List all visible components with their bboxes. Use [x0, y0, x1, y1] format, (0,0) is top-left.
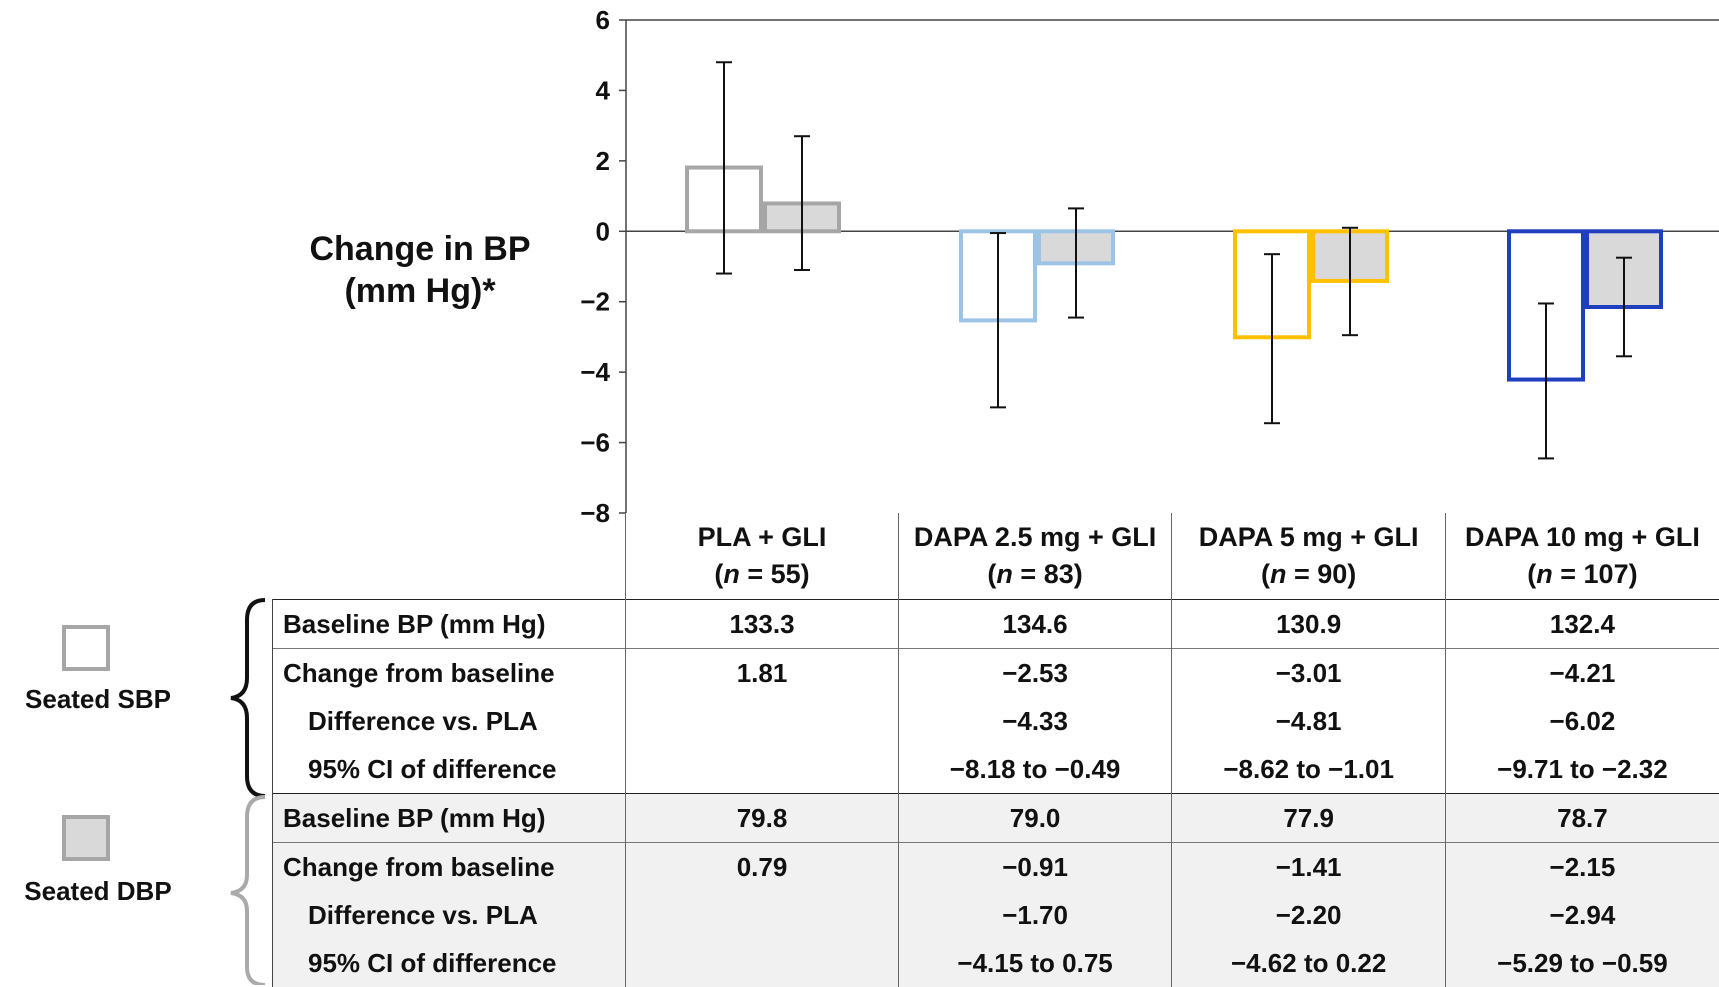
table-cell: 130.9 [1171, 599, 1446, 649]
n-value: 83 [1043, 559, 1074, 589]
table-cell: −6.02 [1444, 697, 1719, 745]
row-label: Change from baseline [271, 648, 626, 697]
table-cell: 79.0 [897, 793, 1172, 843]
row-label: Difference vs. PLA [271, 891, 626, 939]
table-cell: −8.18 to −0.49 [897, 745, 1172, 794]
table-row: Baseline BP (mm Hg) 79.8 79.0 77.9 78.7 [271, 793, 1719, 843]
row-label: Change from baseline [271, 842, 626, 891]
col-header-n: (n = 55) [714, 559, 810, 589]
y-tick-label: 0 [596, 216, 610, 246]
col-header-n: (n = 90) [1260, 559, 1357, 589]
table-cell: −3.01 [1171, 648, 1446, 697]
table-cell: −1.41 [1171, 842, 1446, 891]
table-cell [625, 745, 899, 794]
table-cell: −4.81 [1171, 697, 1446, 745]
y-tick-label: 6 [596, 5, 610, 35]
y-tick-label: −8 [580, 498, 610, 528]
n-value: 55 [770, 559, 801, 589]
y-tick-label: 2 [596, 146, 610, 176]
row-label: Difference vs. PLA [271, 697, 626, 745]
table-cell: −0.91 [897, 842, 1172, 891]
table-cell [625, 891, 899, 939]
sbp-brace [230, 598, 266, 798]
table-cell: −2.53 [897, 648, 1172, 697]
dbp-brace [230, 795, 266, 985]
table-corner [273, 513, 626, 600]
table-cell: 78.7 [1444, 793, 1719, 843]
col-header-dapa-5: DAPA 5 mg + GLI (n = 90) [1171, 513, 1446, 600]
table-cell [625, 939, 899, 987]
table-row: Baseline BP (mm Hg) 133.3 134.6 130.9 13… [271, 599, 1719, 649]
table-cell: −4.33 [897, 697, 1172, 745]
table-cell: −2.15 [1444, 842, 1719, 891]
table-cell: −9.71 to −2.32 [1444, 745, 1719, 794]
y-tick-label: −6 [580, 428, 610, 458]
col-header-name: DAPA 5 mg + GLI [1198, 522, 1419, 552]
table-row: Change from baseline 0.79 −0.91 −1.41 −2… [271, 842, 1719, 891]
y-axis-label: Change in BP (mm Hg)* [270, 228, 570, 312]
row-label: 95% CI of difference [271, 939, 626, 987]
table-cell: −2.94 [1444, 891, 1719, 939]
legend-sbp-label: Seated SBP [25, 684, 171, 714]
table-row: 95% CI of difference −4.15 to 0.75 −4.62… [271, 939, 1719, 987]
dbp-rows: Baseline BP (mm Hg) 79.8 79.0 77.9 78.7 … [271, 793, 1719, 987]
col-header-n: (n = 107) [1527, 559, 1638, 589]
table-cell: 132.4 [1444, 599, 1719, 649]
y-tick-label: 4 [596, 75, 611, 105]
table-cell [625, 697, 899, 745]
y-tick-label: −4 [580, 357, 610, 387]
col-header-dapa-2-5: DAPA 2.5 mg + GLI (n = 83) [897, 513, 1172, 600]
col-header-pla: PLA + GLI (n = 55) [625, 513, 899, 600]
legend-dbp-swatch [62, 815, 110, 861]
col-header-name: PLA + GLI [697, 522, 827, 552]
table-cell: −4.62 to 0.22 [1171, 939, 1446, 987]
table-cell: 134.6 [897, 599, 1172, 649]
table-cell: 79.8 [625, 793, 899, 843]
table-cell: 77.9 [1171, 793, 1446, 843]
table-row: Difference vs. PLA −4.33 −4.81 −6.02 [271, 697, 1719, 745]
table-cell: 133.3 [625, 599, 899, 649]
y-axis-label-line-2: (mm Hg)* [344, 272, 496, 310]
legend-sbp-swatch [62, 625, 110, 671]
n-value: 90 [1317, 559, 1348, 589]
y-tick-label: −2 [580, 287, 610, 317]
col-header-name: DAPA 2.5 mg + GLI [913, 522, 1157, 552]
row-label: Baseline BP (mm Hg) [271, 793, 626, 843]
table-cell: −5.29 to −0.59 [1444, 939, 1719, 987]
table-cell: −1.70 [897, 891, 1172, 939]
results-table: PLA + GLI (n = 55) DAPA 2.5 mg + GLI (n … [271, 513, 1719, 987]
sbp-rows: Baseline BP (mm Hg) 133.3 134.6 130.9 13… [271, 599, 1719, 794]
table-cell: −8.62 to −1.01 [1171, 745, 1446, 794]
table-cell: 0.79 [625, 842, 899, 891]
table-row: Difference vs. PLA −1.70 −2.20 −2.94 [271, 891, 1719, 939]
table-cell: −2.20 [1171, 891, 1446, 939]
legend-dbp-label: Seated DBP [24, 876, 172, 906]
y-axis-label-line-1: Change in BP [309, 230, 531, 268]
table-row: 95% CI of difference −8.18 to −0.49 −8.6… [271, 745, 1719, 794]
n-value: 107 [1583, 559, 1629, 589]
col-header-dapa-10: DAPA 10 mg + GLI (n = 107) [1444, 513, 1719, 600]
row-label: Baseline BP (mm Hg) [271, 599, 626, 649]
col-header-n: (n = 83) [987, 559, 1083, 589]
table-cell: 1.81 [625, 648, 899, 697]
col-header-name: DAPA 10 mg + GLI [1465, 522, 1700, 552]
table-cell: −4.21 [1444, 648, 1719, 697]
table-row: Change from baseline 1.81 −2.53 −3.01 −4… [271, 648, 1719, 697]
row-label: 95% CI of difference [271, 745, 626, 794]
table-cell: −4.15 to 0.75 [897, 939, 1172, 987]
